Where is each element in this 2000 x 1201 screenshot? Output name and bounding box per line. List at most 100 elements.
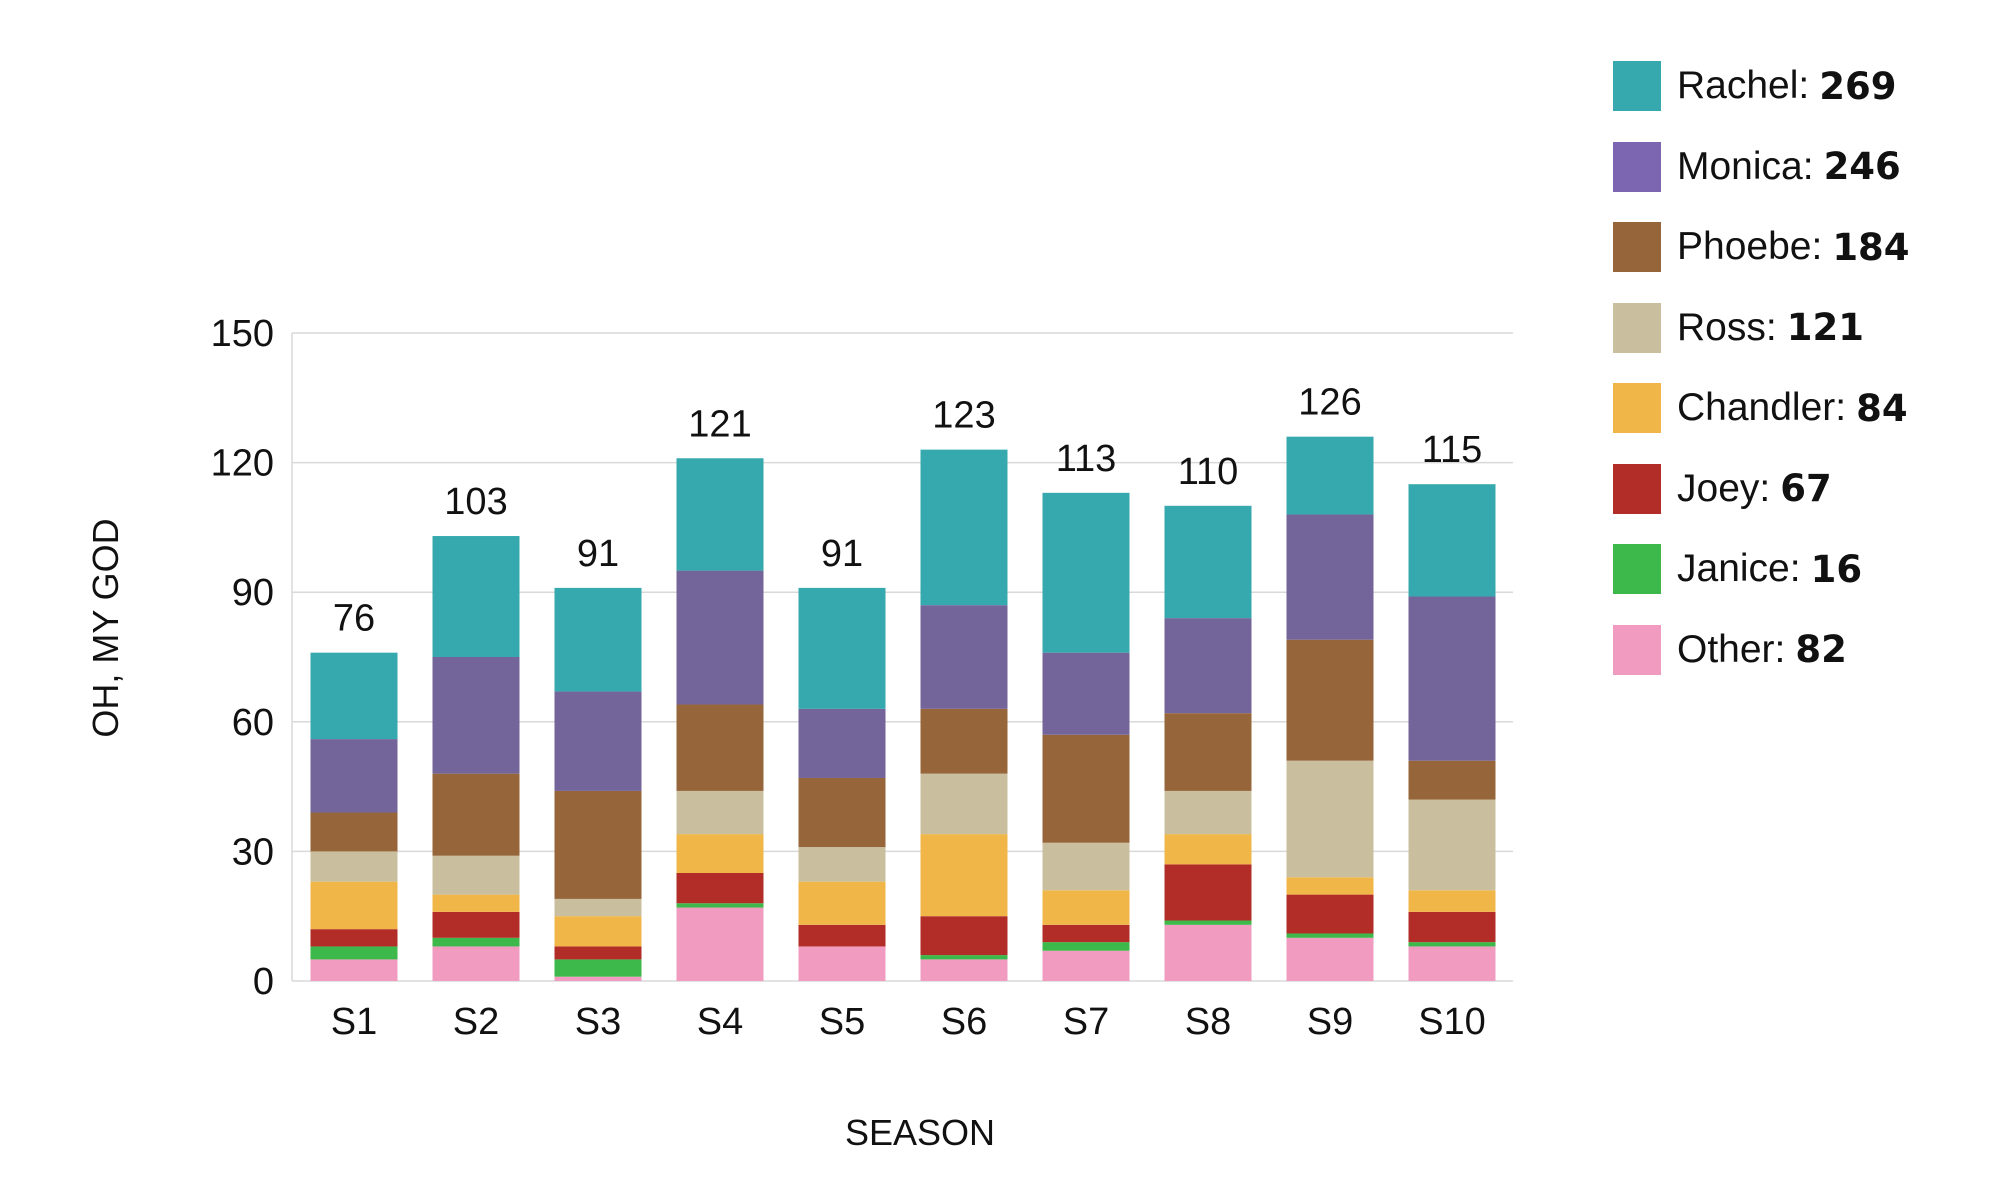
legend-item: Joey: 67 <box>1613 463 1910 514</box>
bar-segment-joey <box>554 946 642 960</box>
bar-segment-janice <box>1286 933 1374 938</box>
bar-segment-chandler <box>310 881 398 930</box>
bar-segment-phoebe <box>554 790 642 899</box>
bar-segment-ross <box>1042 842 1130 891</box>
bar-segment-rachel <box>1042 492 1130 653</box>
y-tick-label: 30 <box>232 831 274 873</box>
bar-segment-monica <box>798 708 886 778</box>
bar-segment-ross <box>676 790 764 835</box>
x-tick-label: S8 <box>1185 1001 1231 1043</box>
bar-segment-phoebe <box>798 777 886 848</box>
legend-swatch <box>1613 222 1661 272</box>
bar-segment-monica <box>1286 514 1374 640</box>
legend-label: Monica: <box>1677 144 1814 188</box>
bar-segment-janice <box>1408 942 1496 947</box>
legend-swatch <box>1613 463 1661 514</box>
total-label: 115 <box>1422 429 1483 471</box>
bar-segment-monica <box>920 605 1008 709</box>
legend-swatch <box>1613 624 1661 675</box>
bar-segment-phoebe <box>1164 713 1252 791</box>
legend-total: 269 <box>1819 64 1897 108</box>
bar-segment-rachel <box>432 536 520 657</box>
bar-segment-rachel <box>554 587 642 692</box>
bar-segment-other <box>432 946 520 981</box>
legend-swatch <box>1613 141 1661 192</box>
legend-total: 121 <box>1786 306 1864 349</box>
bar-segment-janice <box>676 903 764 908</box>
bar-segment-phoebe <box>920 708 1008 774</box>
bar-segment-other <box>1408 946 1496 981</box>
bar-segment-janice <box>920 955 1008 960</box>
legend-item: Phoebe: 184 <box>1613 222 1910 272</box>
x-tick-label: S5 <box>819 1001 865 1043</box>
y-tick-label: 60 <box>232 702 274 744</box>
bar-segment-joey <box>920 916 1008 956</box>
legend-label: Rachel: <box>1677 64 1810 107</box>
bar-segment-janice <box>432 937 520 947</box>
legend-swatch <box>1613 61 1661 111</box>
bar-segment-ross <box>310 851 398 882</box>
legend-label: Joey: <box>1677 466 1771 510</box>
total-label: 113 <box>1056 438 1117 480</box>
bar-segment-chandler <box>432 894 520 912</box>
bar-segment-phoebe <box>1408 760 1496 800</box>
bar-segment-joey <box>310 929 398 947</box>
bar-segment-other <box>1164 924 1252 981</box>
bar-segment-joey <box>798 924 886 947</box>
legend-total: 82 <box>1795 628 1847 671</box>
bar-segment-phoebe <box>1042 734 1130 843</box>
bar-segment-monica <box>676 570 764 705</box>
total-label: 126 <box>1298 382 1361 424</box>
legend-item: Monica: 246 <box>1613 141 1910 192</box>
bar-segment-joey <box>1286 894 1374 934</box>
total-label: 121 <box>688 403 751 445</box>
bar-segment-chandler <box>798 881 886 925</box>
legend-label: Other: <box>1677 627 1786 671</box>
bar-segment-chandler <box>554 916 642 947</box>
bar-segment-janice <box>1042 942 1130 951</box>
bar-segment-other <box>1042 950 1130 981</box>
legend-swatch <box>1613 544 1661 594</box>
bar-segment-rachel <box>676 458 764 571</box>
legend-item: Other: 82 <box>1613 624 1910 675</box>
x-tick-label: S1 <box>331 1001 377 1043</box>
legend: Rachel: 269 Monica: 246 Phoebe: 184 Ross: 121 Ch… <box>1613 61 1910 706</box>
bar-segment-other <box>798 946 886 981</box>
legend-swatch <box>1613 302 1661 353</box>
total-label: 103 <box>444 481 507 523</box>
x-tick-label: S2 <box>453 1001 499 1043</box>
bar-segment-rachel <box>310 652 398 740</box>
bar-segment-rachel <box>1408 484 1496 597</box>
total-label: 110 <box>1178 451 1239 493</box>
bar-segment-ross <box>920 773 1008 835</box>
bar-segment-chandler <box>1408 890 1496 912</box>
bar-segment-rachel <box>1286 436 1374 515</box>
legend-label: Chandler: <box>1677 386 1847 429</box>
bar-segment-janice <box>1164 920 1252 925</box>
legend-swatch <box>1613 383 1661 433</box>
bar-segment-monica <box>1042 652 1130 735</box>
bar-segment-other <box>1286 937 1374 981</box>
bar-segment-other <box>310 959 398 981</box>
bar-segment-phoebe <box>310 812 398 852</box>
bar-segment-ross <box>554 898 642 917</box>
bar-segment-monica <box>1164 618 1252 714</box>
legend-total: 67 <box>1780 467 1832 510</box>
legend-label: Ross: <box>1677 305 1777 349</box>
y-tick-label: 150 <box>211 313 274 355</box>
bar-segment-other <box>676 907 764 981</box>
bar-segment-chandler <box>676 834 764 873</box>
total-label: 91 <box>821 533 863 575</box>
bar-segment-ross <box>1286 760 1374 878</box>
legend-label: Phoebe: <box>1677 225 1823 268</box>
bar-segment-other <box>920 959 1008 981</box>
bar-segment-joey <box>1164 864 1252 921</box>
y-tick-label: 0 <box>253 961 274 1003</box>
bar-segment-phoebe <box>1286 639 1374 761</box>
total-label: 91 <box>577 533 619 575</box>
x-tick-label: S9 <box>1307 1001 1353 1043</box>
bar-segment-janice <box>310 946 398 960</box>
bar-segment-chandler <box>1042 890 1130 925</box>
labels: 0 30 60 90 120 150 76 S1 103 S2 91 S3 121 S4 91 S5 123 S6… <box>211 313 1486 1043</box>
legend-item: Janice: 16 <box>1613 544 1910 594</box>
